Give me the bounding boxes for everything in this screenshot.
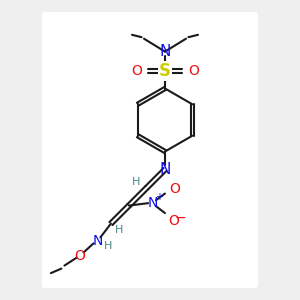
Text: H: H <box>115 225 124 235</box>
Text: +: + <box>155 192 163 202</box>
Text: H: H <box>104 242 112 251</box>
FancyBboxPatch shape <box>42 12 258 288</box>
Text: N: N <box>92 234 103 248</box>
Text: −: − <box>175 211 187 225</box>
Text: O: O <box>169 182 180 196</box>
Text: O: O <box>131 64 142 78</box>
Text: N: N <box>159 162 171 177</box>
Text: O: O <box>168 214 179 228</box>
Text: O: O <box>188 64 199 78</box>
Text: N: N <box>159 44 171 59</box>
Text: N: N <box>147 196 158 210</box>
Text: S: S <box>159 62 171 80</box>
Text: H: H <box>131 177 140 187</box>
Text: O: O <box>75 249 86 263</box>
